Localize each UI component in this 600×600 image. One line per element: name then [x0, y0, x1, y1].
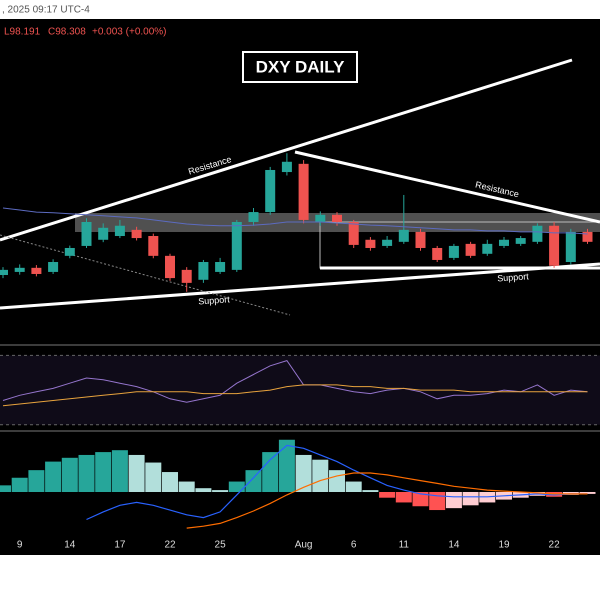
x-tick-label: 11	[399, 540, 410, 551]
candle-body	[198, 262, 209, 280]
candle-body	[348, 221, 359, 245]
candle-body	[48, 262, 59, 272]
histogram-bar	[95, 452, 112, 492]
candle-body	[582, 231, 593, 242]
indicator-line	[2, 360, 588, 403]
candle-body	[231, 221, 242, 270]
histogram-bar	[362, 490, 379, 492]
candle-body	[448, 245, 459, 258]
histogram-bar	[45, 461, 62, 492]
histogram-bar	[11, 477, 28, 492]
histogram-bar	[345, 481, 362, 492]
histogram-bar	[28, 470, 45, 492]
annotation: Support	[198, 294, 231, 306]
candle-body	[181, 269, 192, 283]
header-change: +0.003 (+0.00%)	[92, 27, 167, 38]
histogram-bar	[295, 454, 312, 492]
candle-body	[131, 229, 142, 239]
x-tick-label: 14	[64, 540, 76, 551]
candle-body	[98, 227, 109, 240]
histogram-bar	[412, 492, 429, 507]
x-tick-label: 25	[215, 540, 227, 551]
histogram-bar	[162, 472, 178, 492]
histogram-bar	[0, 485, 11, 492]
histogram-bar	[78, 454, 95, 492]
header-close: C98.308	[48, 27, 86, 38]
candle-body	[332, 214, 342, 222]
candle-body	[81, 221, 92, 246]
indicator-line	[2, 384, 588, 407]
x-tick-label: 17	[114, 540, 126, 551]
histogram-bar	[61, 457, 78, 492]
resistance-line	[294, 150, 600, 224]
histogram-bar	[379, 492, 396, 498]
candle-body	[0, 269, 8, 276]
candle-body	[165, 255, 175, 279]
resistance-line	[0, 58, 573, 242]
candle-body	[532, 225, 543, 242]
histogram-bar	[445, 492, 462, 509]
x-tick-label: 6	[351, 540, 357, 551]
chart-title: DXY DAILY	[256, 57, 345, 76]
histogram-bar	[111, 450, 128, 492]
histogram-bar	[462, 492, 479, 506]
candle-body	[549, 225, 560, 266]
x-tick-label: 14	[448, 540, 460, 551]
header-datetime: , 2025 09:17 UTC-4	[2, 5, 90, 16]
candle-body	[298, 163, 309, 220]
histogram-bar	[312, 459, 329, 492]
x-tick-label: 19	[498, 540, 510, 551]
histogram-bar	[212, 490, 229, 492]
candle-body	[114, 225, 125, 237]
candle-body	[398, 229, 409, 242]
histogram-bar	[178, 481, 195, 492]
histogram-bar	[128, 454, 145, 492]
candle-body	[499, 239, 509, 246]
title-box	[242, 51, 358, 83]
histogram-bar	[145, 462, 162, 492]
moving-average	[2, 207, 588, 235]
x-tick-label: 22	[549, 540, 561, 551]
support-line	[0, 262, 600, 310]
candle-body	[215, 262, 226, 272]
candle-body	[248, 212, 259, 222]
macd-line	[86, 444, 588, 521]
candle-body	[432, 247, 443, 260]
histogram-bar	[245, 470, 262, 492]
header-low: L98.191	[4, 27, 41, 38]
x-tick-label: 9	[17, 540, 23, 551]
candle-body	[265, 169, 276, 213]
candle-body	[415, 231, 426, 248]
histogram-bar	[262, 452, 279, 492]
candle-body	[31, 267, 42, 274]
rsi-band	[0, 355, 600, 425]
histogram-bar	[579, 492, 596, 494]
candle-body	[482, 243, 493, 254]
histogram-bar	[395, 492, 412, 503]
x-tick-label: Aug	[295, 540, 313, 551]
histogram-bar	[195, 488, 212, 492]
candle-body	[148, 236, 159, 256]
histogram-bar	[329, 470, 345, 492]
x-tick-label: 22	[164, 540, 176, 551]
candle-body	[14, 267, 25, 272]
histogram-bar	[228, 481, 245, 492]
histogram-bar	[278, 439, 295, 492]
candle-body	[64, 247, 75, 256]
candle-body	[515, 238, 526, 244]
candle-body	[382, 239, 393, 246]
candle-body	[465, 243, 476, 256]
annotation: Support	[497, 271, 530, 283]
candle-body	[365, 239, 376, 248]
candle-body	[281, 161, 292, 173]
candle-body	[315, 214, 326, 222]
candle-body	[565, 231, 576, 263]
macd-line	[186, 472, 588, 529]
